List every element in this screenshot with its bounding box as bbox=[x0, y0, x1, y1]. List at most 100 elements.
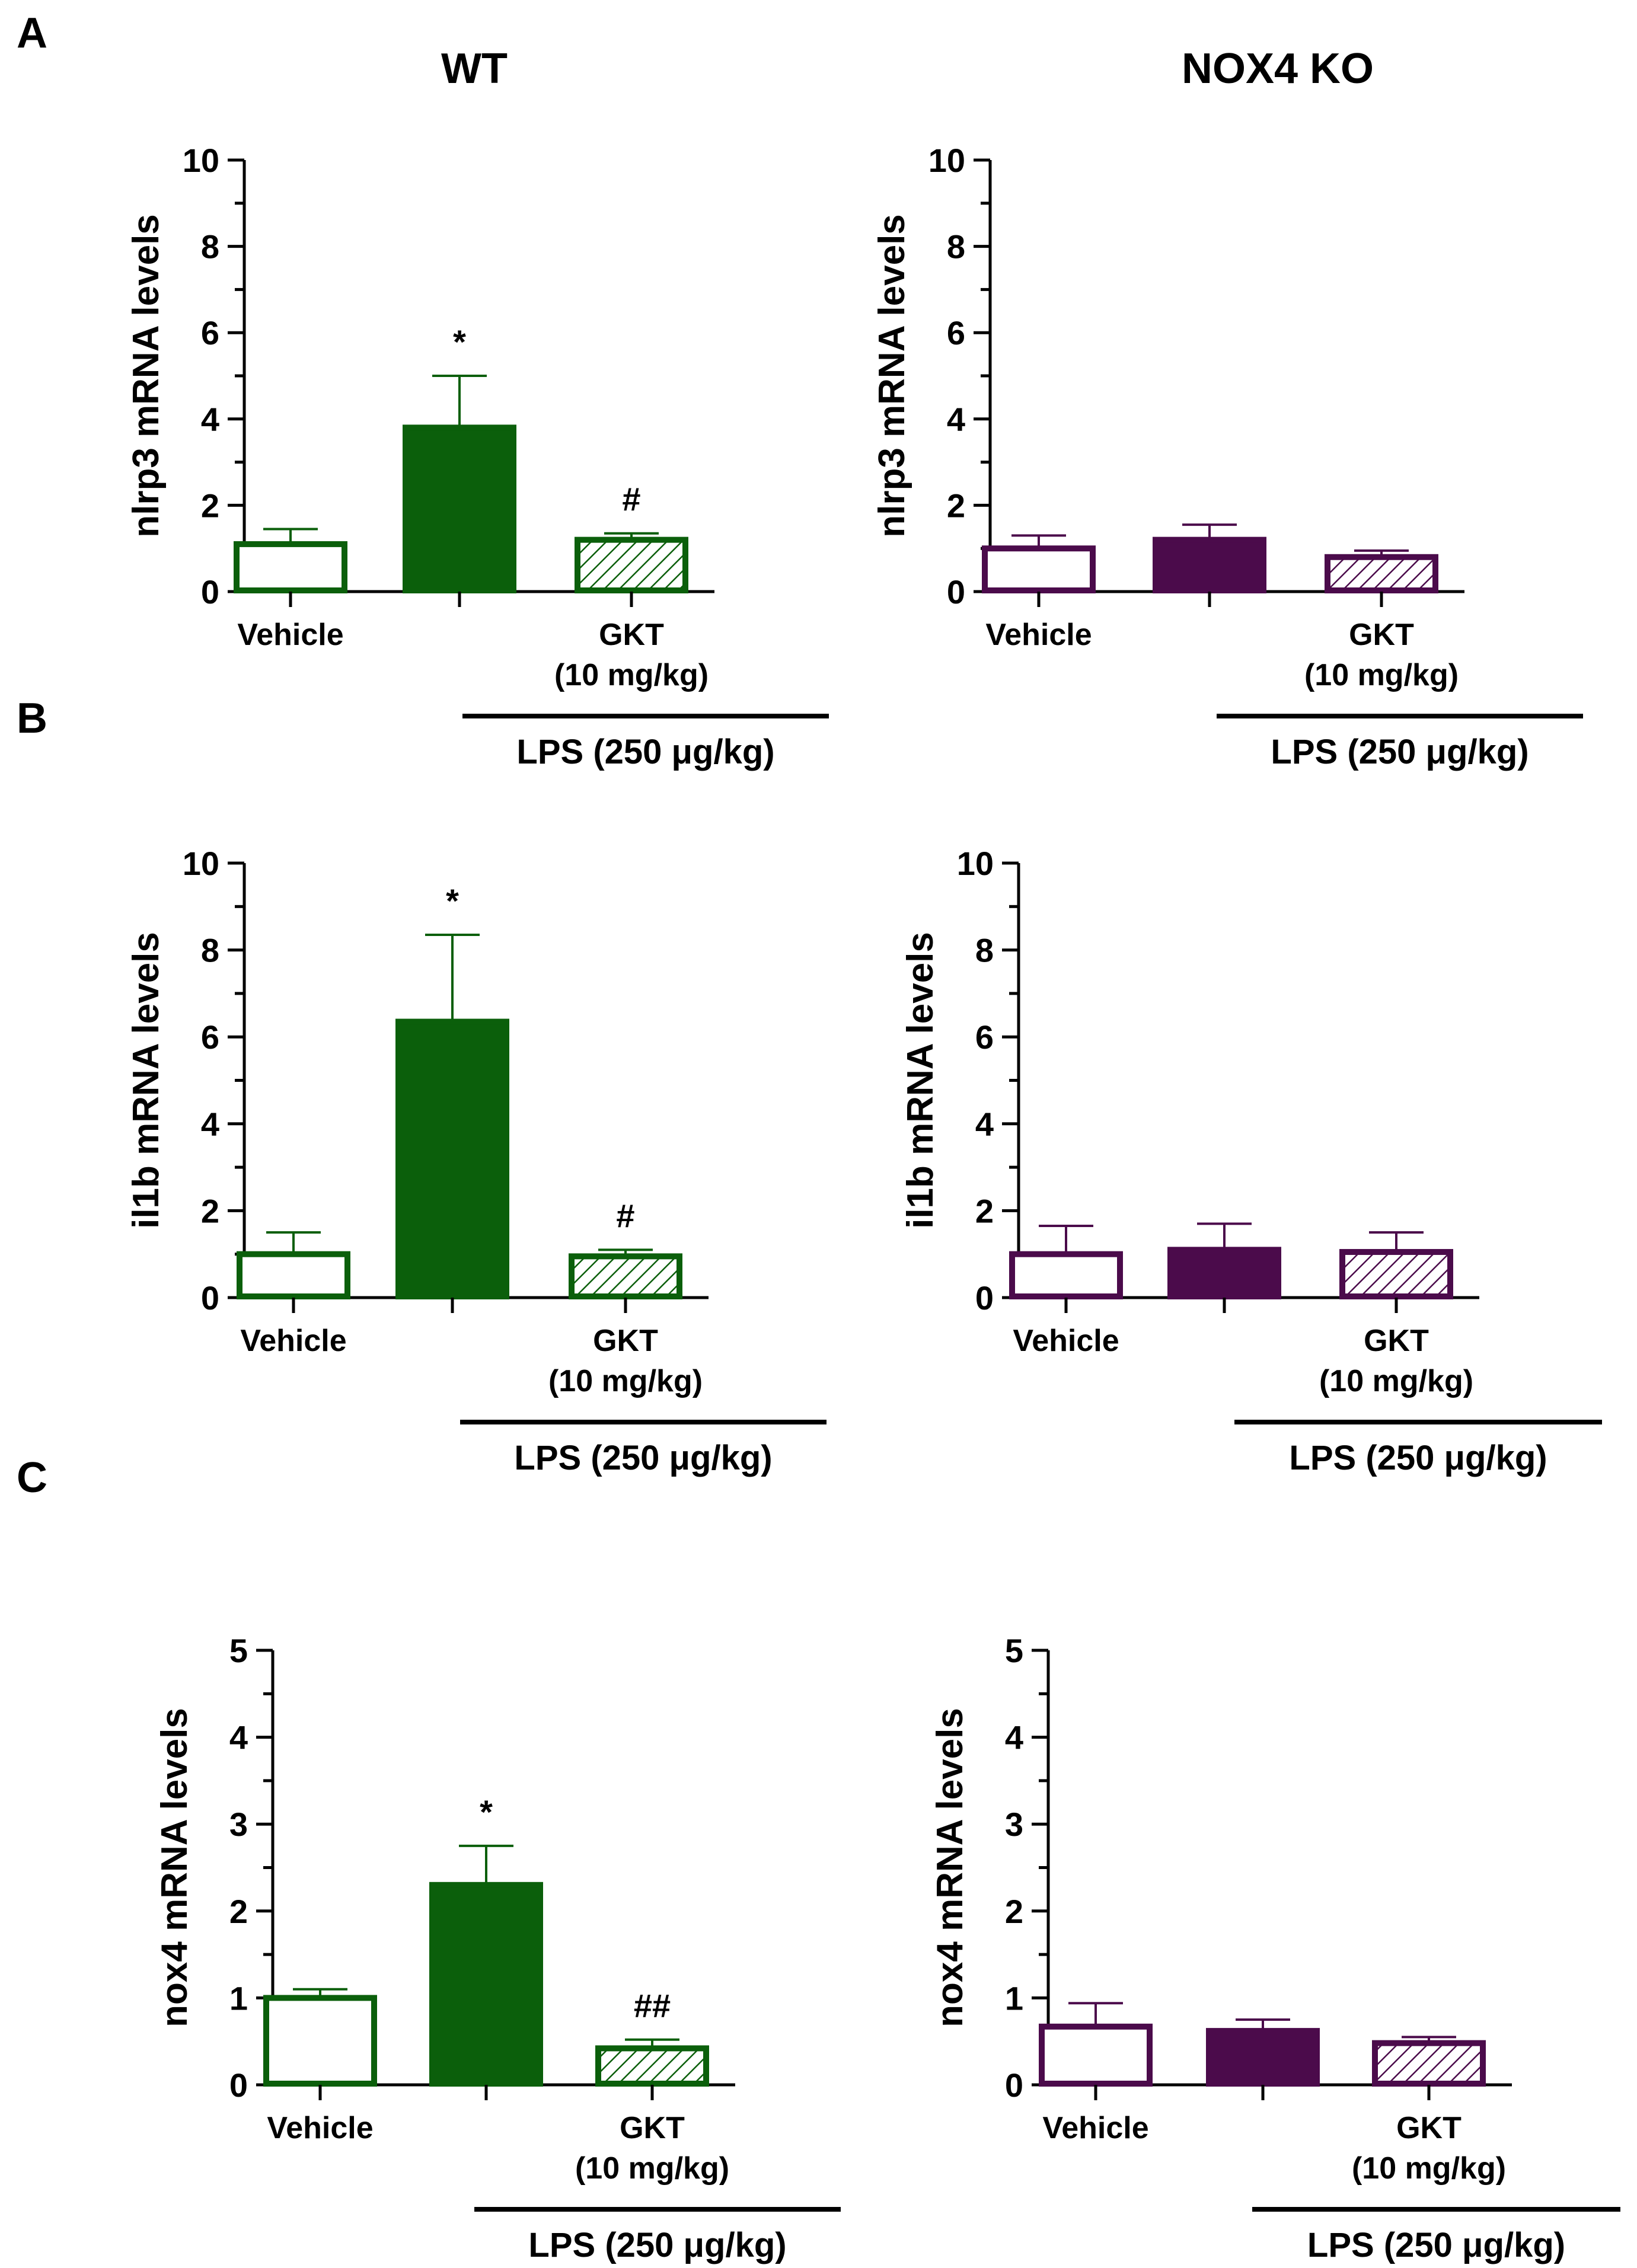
y-tick-label: 2 bbox=[201, 1192, 219, 1229]
y-tick-label: 4 bbox=[201, 1106, 219, 1143]
y-tick-label: 4 bbox=[947, 401, 965, 438]
y-tick-label: 3 bbox=[1005, 1806, 1023, 1843]
panel-label-a: A bbox=[17, 9, 47, 57]
x-category-label: GKT bbox=[593, 1324, 658, 1358]
treatment-bracket-label: LPS (250 μg/kg) bbox=[528, 2226, 786, 2264]
y-tick-label: 5 bbox=[1005, 1632, 1023, 1669]
y-tick-label: 2 bbox=[1005, 1893, 1023, 1930]
bar-gkt bbox=[595, 2045, 709, 2087]
y-tick-label: 4 bbox=[201, 401, 219, 438]
y-tick-label: 8 bbox=[975, 932, 994, 969]
y-tick-label: 0 bbox=[201, 573, 219, 611]
chart-b-wt: 0 2 4 6 8 10 il1b mRNA levels Vehicle * # GKT (10 m… bbox=[126, 845, 827, 1477]
treatment-bracket-label: LPS (250 μg/kg) bbox=[1307, 2226, 1565, 2264]
y-tick-label: 6 bbox=[947, 314, 965, 352]
y-tick-label: 3 bbox=[229, 1806, 248, 1843]
treatment-bracket-label: LPS (250 μg/kg) bbox=[1289, 1439, 1547, 1477]
y-tick-label: 5 bbox=[229, 1632, 248, 1669]
y-tick-label: 0 bbox=[975, 1279, 994, 1317]
y-tick-label: 2 bbox=[229, 1893, 248, 1930]
treatment-bracket-label: LPS (250 μg/kg) bbox=[1271, 733, 1528, 771]
x-category-label: GKT bbox=[620, 2111, 685, 2145]
y-tick-label: 6 bbox=[201, 314, 219, 352]
y-tick-label: 2 bbox=[201, 487, 219, 524]
y-axis-label: nox4 mRNA levels bbox=[930, 1708, 971, 2027]
x-category-sublabel: (10 mg/kg) bbox=[1304, 658, 1459, 692]
x-category-label: Vehicle bbox=[237, 618, 343, 652]
y-tick-label: 0 bbox=[947, 573, 965, 611]
y-tick-label: 10 bbox=[957, 845, 994, 882]
significance-mark: # bbox=[622, 481, 640, 518]
y-tick-label: 2 bbox=[947, 487, 965, 524]
y-tick-label: 6 bbox=[201, 1018, 219, 1056]
y-tick-label: 4 bbox=[1005, 1719, 1023, 1756]
x-category-label: Vehicle bbox=[985, 618, 1092, 652]
column-title-nox4-ko: NOX4 KO bbox=[1182, 45, 1374, 92]
y-tick-label: 0 bbox=[229, 2066, 248, 2104]
x-category-label: GKT bbox=[1364, 1324, 1429, 1358]
y-tick-label: 10 bbox=[183, 845, 219, 882]
chart-c-ko: 0 1 2 3 4 5 nox4 mRNA levels Vehicle GKT (10 mg/k… bbox=[930, 1632, 1620, 2264]
bar-lps bbox=[1153, 536, 1266, 594]
y-tick-label: 0 bbox=[1005, 2066, 1023, 2104]
x-category-label: GKT bbox=[599, 618, 664, 652]
x-category-sublabel: (10 mg/kg) bbox=[575, 2151, 729, 2186]
y-tick-label: 8 bbox=[947, 228, 965, 266]
y-tick-label: 4 bbox=[229, 1719, 248, 1756]
y-axis-label: il1b mRNA levels bbox=[126, 932, 167, 1229]
chart-c-wt: 0 1 2 3 4 5 nox4 mRNA levels Vehicle * ## GKT (10 m… bbox=[154, 1632, 841, 2264]
treatment-bracket-label: LPS (250 μg/kg) bbox=[514, 1439, 772, 1477]
significance-mark: * bbox=[480, 1793, 493, 1831]
x-category-label: Vehicle bbox=[1013, 1324, 1119, 1358]
y-axis-label: nox4 mRNA levels bbox=[154, 1708, 195, 2027]
significance-mark: ## bbox=[634, 1987, 671, 2024]
bar-lps bbox=[403, 424, 516, 593]
x-category-label: Vehicle bbox=[267, 2111, 373, 2145]
x-category-label: Vehicle bbox=[240, 1324, 346, 1358]
x-category-sublabel: (10 mg/kg) bbox=[548, 1364, 703, 1398]
significance-mark: * bbox=[446, 882, 459, 919]
y-tick-label: 0 bbox=[201, 1279, 219, 1317]
bar-vehicle bbox=[1039, 2023, 1153, 2087]
bar-vehicle bbox=[263, 1995, 377, 2087]
bar-vehicle bbox=[237, 1251, 350, 1299]
panel-label-b: B bbox=[17, 695, 47, 742]
y-tick-label: 10 bbox=[928, 142, 965, 179]
bar-vehicle bbox=[234, 541, 347, 593]
panel-label-c: C bbox=[17, 1454, 47, 1502]
x-category-sublabel: (10 mg/kg) bbox=[1352, 2151, 1506, 2186]
x-category-label: GKT bbox=[1396, 2111, 1462, 2145]
y-tick-label: 8 bbox=[201, 228, 219, 266]
x-category-sublabel: (10 mg/kg) bbox=[1319, 1364, 1473, 1398]
bar-gkt bbox=[1339, 1249, 1453, 1299]
chart-a-ko: 0 2 4 6 8 10 nlrp3 mRNA levels Vehicle GKT (10 mg… bbox=[872, 142, 1583, 771]
bar-gkt bbox=[575, 536, 688, 594]
y-tick-label: 10 bbox=[183, 142, 219, 179]
y-axis-label: nlrp3 mRNA levels bbox=[872, 214, 912, 538]
bar-gkt bbox=[569, 1253, 682, 1299]
y-tick-label: 4 bbox=[975, 1106, 994, 1143]
x-category-sublabel: (10 mg/kg) bbox=[554, 658, 709, 692]
chart-a-wt: 0 2 4 6 8 10 nlrp3 mRNA levels Vehicle * # GKT (10 … bbox=[126, 142, 829, 771]
column-title-wt: WT bbox=[441, 45, 508, 92]
y-axis-label: il1b mRNA levels bbox=[900, 932, 941, 1229]
bar-lps bbox=[1206, 2028, 1320, 2087]
bar-lps bbox=[395, 1018, 509, 1300]
bar-lps bbox=[1167, 1247, 1281, 1300]
chart-b-ko: 0 2 4 6 8 10 il1b mRNA levels Vehicle GKT (10 mg/… bbox=[900, 845, 1602, 1477]
x-category-label: GKT bbox=[1349, 618, 1414, 652]
y-tick-label: 1 bbox=[229, 1979, 248, 2017]
significance-mark: * bbox=[453, 323, 466, 360]
bar-gkt bbox=[1372, 2040, 1486, 2087]
x-category-label: Vehicle bbox=[1042, 2111, 1148, 2145]
y-tick-label: 1 bbox=[1005, 1979, 1023, 2017]
y-tick-label: 6 bbox=[975, 1018, 994, 1056]
bar-vehicle bbox=[982, 545, 1096, 594]
treatment-bracket-label: LPS (250 μg/kg) bbox=[516, 733, 774, 771]
significance-mark: # bbox=[616, 1197, 634, 1234]
bar-vehicle bbox=[1009, 1251, 1123, 1299]
bar-lps bbox=[429, 1882, 543, 2087]
bar-gkt bbox=[1325, 554, 1438, 594]
